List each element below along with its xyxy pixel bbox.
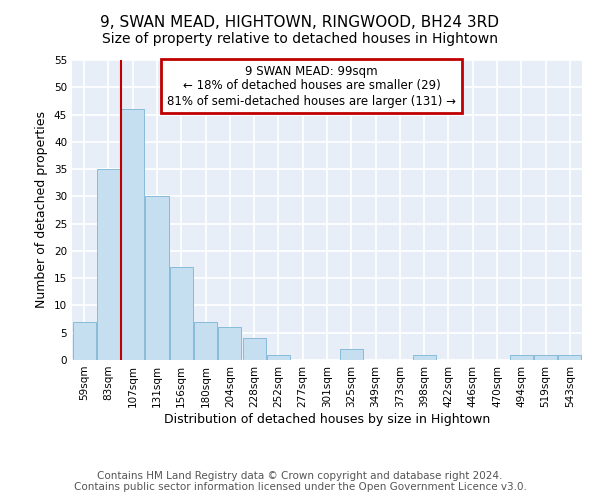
Bar: [413, 354, 436, 360]
Bar: [145, 196, 169, 360]
Text: 9, SWAN MEAD, HIGHTOWN, RINGWOOD, BH24 3RD: 9, SWAN MEAD, HIGHTOWN, RINGWOOD, BH24 3…: [101, 15, 499, 30]
Bar: [510, 354, 533, 360]
Bar: [340, 349, 363, 360]
Bar: [559, 354, 581, 360]
Bar: [242, 338, 266, 360]
Bar: [97, 169, 120, 360]
Bar: [218, 328, 241, 360]
Bar: [194, 322, 217, 360]
Bar: [267, 354, 290, 360]
Text: Contains HM Land Registry data © Crown copyright and database right 2024.
Contai: Contains HM Land Registry data © Crown c…: [74, 471, 526, 492]
Y-axis label: Number of detached properties: Number of detached properties: [35, 112, 49, 308]
Bar: [121, 109, 144, 360]
Bar: [170, 268, 193, 360]
Text: Size of property relative to detached houses in Hightown: Size of property relative to detached ho…: [102, 32, 498, 46]
Bar: [534, 354, 557, 360]
Text: 9 SWAN MEAD: 99sqm
← 18% of detached houses are smaller (29)
81% of semi-detache: 9 SWAN MEAD: 99sqm ← 18% of detached hou…: [167, 64, 456, 108]
Bar: [73, 322, 95, 360]
X-axis label: Distribution of detached houses by size in Hightown: Distribution of detached houses by size …: [164, 412, 490, 426]
